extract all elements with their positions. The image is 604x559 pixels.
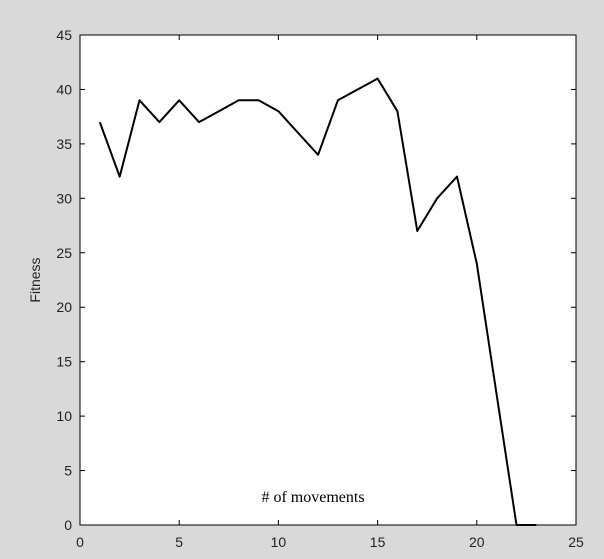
y-tick-label: 0 (64, 517, 72, 533)
y-tick-label: 5 (64, 463, 72, 479)
y-tick-label: 20 (56, 299, 72, 315)
y-axis-label: Fitness (27, 257, 43, 302)
y-tick-label: 40 (56, 81, 72, 97)
series-line (98, 77, 537, 526)
x-axis-label: # of movements (261, 489, 364, 506)
x-tick-label: 20 (469, 534, 485, 550)
x-tick-label: 5 (175, 534, 183, 550)
x-tick-label: 25 (568, 534, 584, 550)
y-tick-label: 45 (56, 27, 72, 43)
y-tick-label: 10 (56, 408, 72, 424)
y-tick-label: 15 (56, 354, 72, 370)
y-tick-label: 35 (56, 136, 72, 152)
x-tick-label: 15 (370, 534, 386, 550)
y-tick-label: 25 (56, 245, 72, 261)
x-tick-label: 0 (76, 534, 84, 550)
plot-area (79, 34, 577, 526)
y-tick-label: 30 (56, 190, 72, 206)
x-tick-label: 10 (271, 534, 287, 550)
